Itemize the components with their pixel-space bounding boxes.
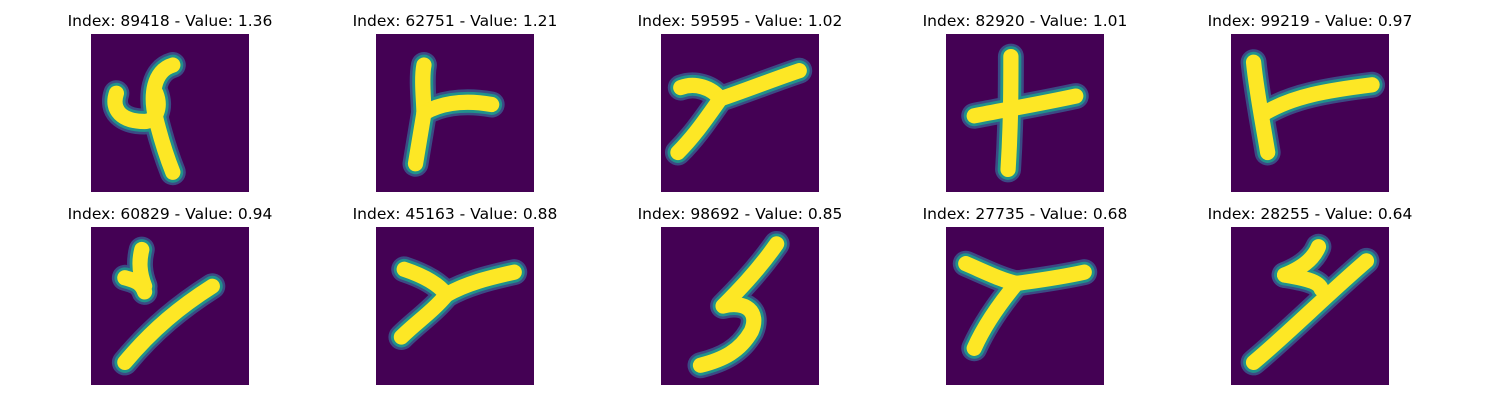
panel-title: Index: 98692 - Value: 0.85 (637, 205, 843, 223)
glyph-stroke-layer (1245, 239, 1375, 371)
digit-image (946, 227, 1104, 385)
glyph-stroke (393, 287, 455, 345)
image-background (376, 227, 534, 385)
image-background (661, 34, 819, 192)
glyph-stroke (712, 63, 807, 107)
glyph-stroke (1276, 267, 1329, 297)
digit-image (661, 34, 819, 192)
panel-title: Index: 59595 - Value: 1.02 (637, 12, 843, 30)
digit-panel: Index: 89418 - Value: 1.36 (50, 12, 290, 202)
glyph-stroke-layer (407, 57, 500, 172)
digit-image (91, 227, 249, 385)
glyph-stroke-layer (958, 256, 1092, 356)
digit-image (1231, 227, 1389, 385)
digit-image (376, 34, 534, 192)
glyph-stroke (117, 278, 220, 371)
digit-image (946, 34, 1104, 192)
panel-title: Index: 45163 - Value: 0.88 (352, 205, 558, 223)
panel-title: Index: 82920 - Value: 1.01 (922, 12, 1128, 30)
digit-image (376, 227, 534, 385)
glyph-stroke-layer (692, 236, 785, 373)
panel-title: Index: 99219 - Value: 0.97 (1207, 12, 1413, 30)
digit-panel: Index: 27735 - Value: 0.68 (905, 205, 1145, 395)
panel-title: Index: 89418 - Value: 1.36 (67, 12, 273, 30)
glyph-stroke-layer (117, 241, 220, 371)
digit-panel: Index: 28255 - Value: 0.64 (1190, 205, 1430, 395)
glyph-stroke-layer (107, 57, 181, 180)
panel-title: Index: 27735 - Value: 0.68 (922, 205, 1128, 223)
glyph-stroke-layer (1245, 54, 1380, 161)
digit-image (1231, 34, 1389, 192)
digit-image (661, 227, 819, 385)
digit-panel: Index: 99219 - Value: 0.97 (1190, 12, 1430, 202)
digit-panel: Index: 60829 - Value: 0.94 (50, 205, 290, 395)
digit-image (91, 34, 249, 192)
panel-title: Index: 28255 - Value: 0.64 (1207, 205, 1413, 223)
panel-title: Index: 60829 - Value: 0.94 (67, 205, 273, 223)
glyph-stroke (1245, 54, 1276, 161)
glyph-stroke (407, 105, 432, 172)
glyph-stroke-layer (393, 261, 522, 345)
digit-panel: Index: 98692 - Value: 0.85 (620, 205, 860, 395)
glyph-stroke-layer (670, 63, 807, 161)
glyph-stroke (117, 270, 153, 300)
image-background (946, 227, 1104, 385)
glyph-stroke (107, 85, 166, 130)
digit-panel: Index: 82920 - Value: 1.01 (905, 12, 1145, 202)
glyph-stroke (1245, 253, 1375, 371)
glyph-stroke (966, 275, 1025, 356)
glyph-stroke (692, 236, 785, 373)
digit-panel: Index: 59595 - Value: 1.02 (620, 12, 860, 202)
digit-panel: Index: 45163 - Value: 0.88 (335, 205, 575, 395)
glyph-stroke (1257, 77, 1380, 121)
glyph-stroke-layer (966, 48, 1084, 178)
glyph-stroke (670, 91, 728, 161)
glyph-stroke (966, 88, 1084, 124)
panel-title: Index: 62751 - Value: 1.21 (352, 12, 558, 30)
digit-panel: Index: 62751 - Value: 1.21 (335, 12, 575, 202)
